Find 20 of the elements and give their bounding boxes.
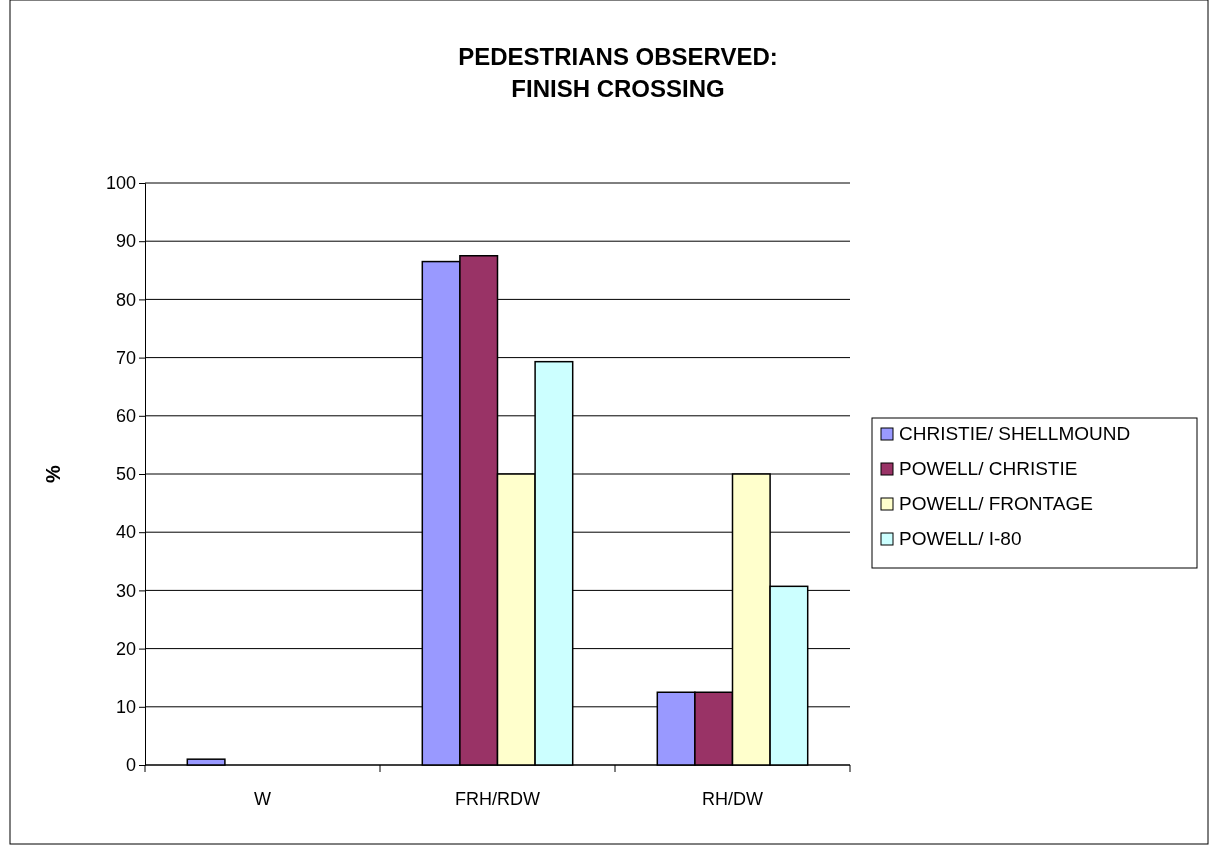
x-tick-label: FRH/RDW [455,789,540,809]
y-tick-label: 70 [115,347,136,368]
y-tick-label: 10 [115,697,136,718]
chart-title: PEDESTRIANS OBSERVED: FINISH CROSSING [458,43,778,102]
x-tick-label: RH/DW [702,789,763,809]
y-tick-label: 60 [115,406,136,427]
legend-label: POWELL/ FRONTAGE [899,493,1093,514]
y-tick-label: 40 [115,522,136,543]
y-axis-title: % [42,464,64,483]
y-tick-label: 50 [115,464,136,485]
legend-label: POWELL/ I-80 [899,528,1022,549]
legend-label: CHRISTIE/ SHELLMOUND [899,423,1131,444]
y-tick-label: 80 [115,289,136,310]
y-tick-label: 0 [125,755,136,776]
y-tick-label: 30 [115,580,136,601]
y-tick-label: 20 [115,638,136,659]
y-tick-label: 90 [115,231,136,252]
x-tick-label: W [254,789,271,809]
y-tick-label: 100 [105,173,136,194]
legend-label: POWELL/ CHRISTIE [899,458,1078,479]
